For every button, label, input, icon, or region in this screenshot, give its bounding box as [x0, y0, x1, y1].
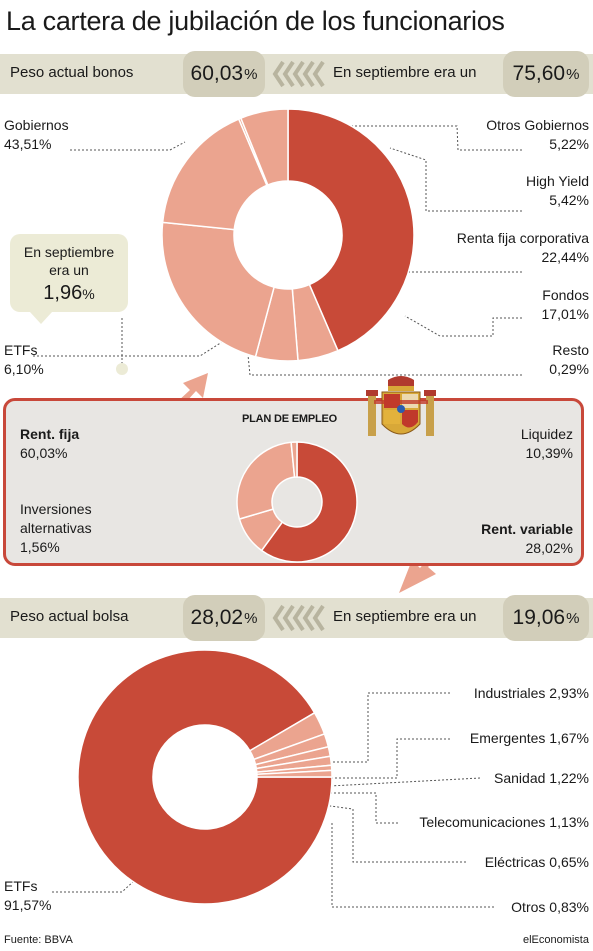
bonds-previous-unit: %: [566, 65, 580, 83]
label-liquidez-value: 10,39%: [525, 445, 573, 461]
label-rent-fija-name: Rent. fija: [20, 426, 80, 442]
label-electricas-value: 0,65%: [549, 854, 589, 870]
bonds-current-pill: 60,03%: [183, 51, 265, 97]
page-title: La cartera de jubilación de los funciona…: [6, 6, 505, 36]
label-emergentes-value: 1,67%: [549, 730, 589, 746]
label-emergentes: Emergentes 1,67%: [470, 729, 589, 748]
label-rent-fija: Rent. fija 60,03%: [20, 425, 79, 463]
fixed-income-slice-fondos: [161, 118, 268, 231]
bonds-current-unit: %: [244, 65, 258, 83]
etf-note-line2: era un: [49, 262, 89, 278]
stocks-current-pill: 28,02%: [183, 595, 265, 641]
stocks-previous-value: 19,06: [512, 606, 566, 629]
label-inversiones-alternativas-name: Inversiones alternativas: [20, 501, 92, 536]
bonds-previous-value: 75,60: [512, 62, 566, 85]
plan-slice-rent-fija: [260, 441, 358, 563]
label-high-yield-name: High Yield: [525, 173, 589, 189]
footer-brand: elEconomista: [522, 934, 589, 946]
label-renta-fija-corporativa: Renta fija corporativa 22,44%: [457, 229, 589, 267]
label-telecomunicaciones-name: Telecomunicaciones: [419, 814, 546, 830]
label-otros-gobiernos-value: 5,22%: [549, 136, 589, 152]
label-telecomunicaciones-value: 1,13%: [549, 814, 589, 830]
plan-title: PLAN DE EMPLEO: [242, 413, 337, 425]
label-etfs-bottom-name: ETFs: [4, 878, 38, 894]
label-otros-value: 0,83%: [549, 899, 589, 915]
label-etfs-bottom-value: 91,57%: [4, 897, 52, 913]
label-etfs-bottom: ETFs 91,57%: [4, 877, 51, 915]
bonds-chevrons-icon: [272, 60, 325, 88]
label-rent-variable: Rent. variable 28,02%: [481, 520, 573, 558]
label-rent-variable-value: 28,02%: [525, 540, 573, 556]
label-industriales-name: Industriales: [473, 685, 546, 701]
etf-note-pointer: [30, 312, 52, 324]
label-liquidez: Liquidez 10,39%: [521, 425, 573, 463]
label-otros: Otros 0,83%: [511, 898, 589, 917]
stocks-previous-pill: 19,06%: [503, 595, 589, 641]
label-sanidad-name: Sanidad: [494, 770, 546, 786]
label-gobiernos-name: Gobiernos: [4, 117, 69, 133]
label-renta-fija-corporativa-name: Renta fija corporativa: [456, 230, 589, 246]
stocks-current-value: 28,02: [190, 606, 244, 629]
label-inversiones-alternativas-value: 1,56%: [20, 539, 60, 555]
stocks-chevrons-icon: [272, 604, 325, 632]
label-resto-value: 0,29%: [549, 361, 589, 377]
label-resto: Resto 0,29%: [549, 341, 589, 379]
label-industriales-value: 2,93%: [549, 685, 589, 701]
label-gobiernos: Gobiernos 43,51%: [4, 116, 69, 154]
label-renta-fija-corporativa-value: 22,44%: [541, 249, 589, 265]
bonds-current-value: 60,03: [190, 62, 244, 85]
label-otros-gobiernos-name: Otros Gobiernos: [486, 117, 589, 133]
plan-donut: [236, 441, 358, 563]
label-otros-gobiernos: Otros Gobiernos 5,22%: [486, 116, 589, 154]
equity-donut: [77, 649, 333, 905]
bonds-previous-label: En septiembre era un: [333, 64, 477, 81]
label-emergentes-name: Emergentes: [469, 730, 546, 746]
label-high-yield-value: 5,42%: [549, 192, 589, 208]
label-fondos-value: 17,01%: [541, 306, 589, 322]
arrow-to-equity: [399, 514, 490, 593]
etf-note-dot: [116, 363, 128, 375]
fixed-income-donut: [161, 108, 415, 362]
equity-slice-etfs: [77, 649, 333, 905]
label-etfs-top-name: ETFs: [4, 342, 38, 358]
plan-slice-rent-variable: [236, 441, 296, 520]
label-etfs-top-value: 6,10%: [4, 361, 44, 377]
label-inversiones-alternativas: Inversiones alternativas 1,56%: [20, 500, 130, 557]
label-electricas: Eléctricas 0,65%: [485, 853, 589, 872]
etf-september-note: En septiembre era un 1,96%: [10, 234, 128, 312]
stocks-previous-label: En septiembre era un: [333, 608, 477, 625]
spain-coat-of-arms-icon: [366, 376, 436, 436]
label-otros-name: Otros: [511, 899, 546, 915]
stocks-current-label: Peso actual bolsa: [10, 608, 129, 625]
label-sanidad: Sanidad 1,22%: [494, 769, 589, 788]
label-gobiernos-value: 43,51%: [4, 136, 52, 152]
label-rent-variable-name: Rent. variable: [481, 521, 573, 537]
label-resto-name: Resto: [552, 342, 589, 358]
label-telecomunicaciones: Telecomunicaciones 1,13%: [419, 813, 589, 832]
bonds-previous-pill: 75,60%: [503, 51, 589, 97]
bonds-current-label: Peso actual bonos: [10, 64, 134, 81]
footer-source: Fuente: BBVA: [4, 934, 73, 946]
label-electricas-name: Eléctricas: [484, 854, 546, 870]
plan-slice-inversiones-alternativas: [290, 441, 298, 478]
stocks-previous-unit: %: [566, 609, 580, 627]
fixed-income-slice-etfs: [239, 108, 289, 186]
stocks-current-unit: %: [244, 609, 258, 627]
label-fondos: Fondos 17,01%: [542, 286, 589, 324]
etf-note-unit: %: [82, 286, 95, 302]
label-high-yield: High Yield 5,42%: [526, 172, 589, 210]
label-liquidez-name: Liquidez: [520, 426, 573, 442]
etf-note-value: 1,96: [43, 282, 83, 304]
label-rent-fija-value: 60,03%: [20, 445, 68, 461]
fixed-income-slice-renta-fija-corporativa: [161, 221, 275, 358]
label-etfs-top: ETFs 6,10%: [4, 341, 44, 379]
etf-note-value-wrap: 1,96%: [10, 282, 128, 304]
label-fondos-name: Fondos: [542, 287, 589, 303]
label-sanidad-value: 1,22%: [549, 770, 589, 786]
label-industriales: Industriales 2,93%: [474, 684, 589, 703]
equity-slice-otros: [256, 769, 333, 778]
etf-note-line1: En septiembre: [23, 244, 115, 260]
fixed-income-slice-gobiernos: [287, 108, 415, 352]
